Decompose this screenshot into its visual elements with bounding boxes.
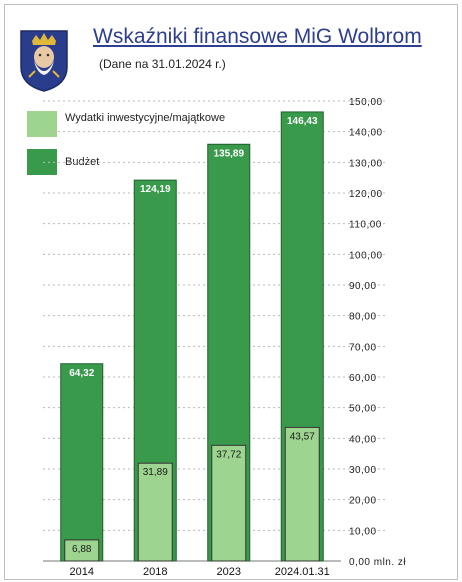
y-tick-label: 0,00 mln. zł [349,557,406,568]
y-tick-label: 90,00 [349,281,377,292]
data-label-invest: 31,89 [143,467,168,478]
y-tick-label: 150,00 [349,97,383,108]
x-tick-label: 2023 [217,566,241,578]
y-tick-label: 140,00 [349,128,383,139]
y-tick-label: 120,00 [349,189,383,200]
x-tick-label: 2014 [70,566,94,578]
data-label-budget: 135,89 [213,148,244,159]
y-tick-label: 30,00 [349,465,377,476]
bar-chart: 0,00 mln. zł 10,00 20,00 30,00 40,00 50,00 60,… [43,97,406,578]
y-tick-label: 100,00 [349,250,383,261]
data-label-budget: 124,19 [140,184,171,195]
page-subtitle: (Dane na 31.01.2024 r.) [99,57,226,71]
coat-of-arms-icon [20,30,68,92]
y-tick-label: 110,00 [349,220,382,231]
data-label-invest: 43,57 [290,431,315,442]
chart-frame: Wskaźniki finansowe MiG Wolbrom (Dane na… [4,4,458,580]
data-label-budget: 64,32 [69,368,94,379]
y-tick-label: 80,00 [349,312,377,323]
y-tick-label: 20,00 [349,496,377,507]
x-tick-label: 2024.01.31 [275,566,330,578]
bar-invest [64,539,100,562]
data-label-budget: 146,43 [287,116,318,127]
legend-label-invest: Wydatki inwestycyjne/majątkowe [65,112,226,124]
y-tick-label: 40,00 [349,434,377,445]
bar-invest [211,444,247,562]
header: Wskaźniki finansowe MiG Wolbrom (Dane na… [5,5,457,105]
legend-swatch-invest [27,111,57,137]
bar-invest [137,462,173,562]
y-tick-label: 60,00 [349,373,377,384]
legend-label-budget: Budżet [65,156,100,168]
page-title: Wskaźniki finansowe MiG Wolbrom [93,25,422,48]
bar-budget [60,363,104,562]
x-tick-label: 2018 [143,566,167,578]
legend-swatch-budget [27,149,57,175]
y-tick-label: 10,00 [349,526,377,537]
data-label-invest: 6,88 [72,544,92,555]
bar-invest [284,426,320,562]
y-tick-label: 130,00 [349,158,383,169]
data-label-invest: 37,72 [216,449,241,460]
y-tick-label: 70,00 [349,342,377,353]
y-tick-label: 50,00 [349,404,377,415]
